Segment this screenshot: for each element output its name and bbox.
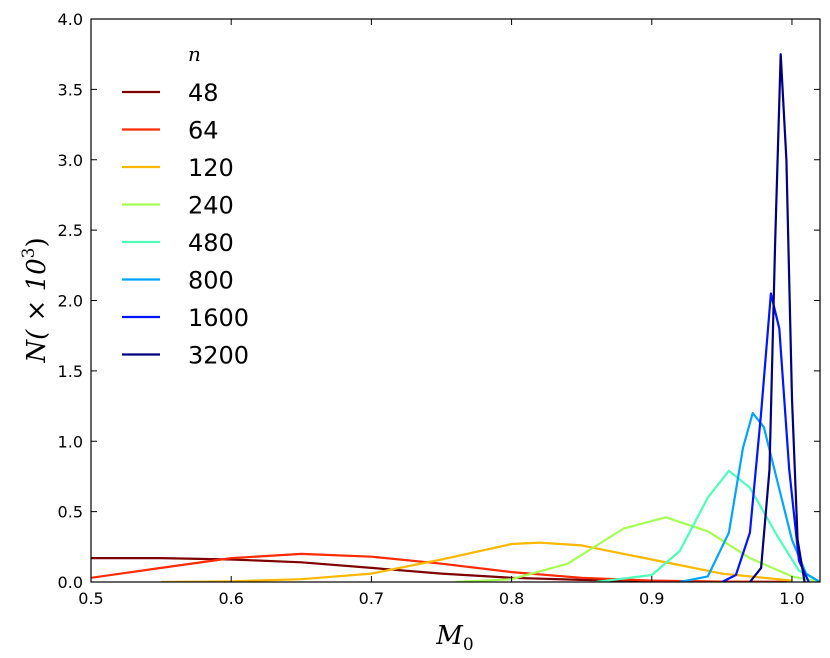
- y-tick-label: 3.5: [58, 80, 83, 99]
- x-tick-label: 0.8: [499, 589, 524, 608]
- legend-label-3200: 3200: [188, 342, 249, 370]
- y-tick-label: 2.5: [58, 221, 83, 240]
- series-line-48: [91, 556, 793, 582]
- series-line-480: [595, 469, 820, 582]
- legend-label-48: 48: [188, 79, 219, 107]
- legend-label-240: 240: [188, 192, 234, 220]
- series-line-120: [161, 541, 793, 582]
- series-line-1600: [721, 292, 810, 582]
- y-tick-label: 0.0: [58, 573, 83, 592]
- series-line-3200: [749, 53, 806, 582]
- x-tick-label: 1.0: [779, 589, 804, 608]
- legend-label-64: 64: [188, 117, 219, 145]
- legend-label-480: 480: [188, 229, 234, 257]
- plot-lines: [91, 53, 820, 582]
- x-tick-label: 0.7: [359, 589, 384, 608]
- legend: n 48 64 120 240 480 800 1600 3200: [122, 42, 249, 370]
- series-line-64: [91, 552, 793, 582]
- legend-label-120: 120: [188, 154, 234, 182]
- legend-label-800: 800: [188, 267, 234, 295]
- y-tick-label: 3.0: [58, 151, 83, 170]
- x-axis-label: M0: [435, 621, 473, 655]
- legend-title: n: [188, 42, 201, 66]
- y-axis-label: N( × 103): [19, 237, 52, 363]
- y-tick-label: 0.5: [58, 503, 83, 522]
- axis-ticks: 0.5 0.6 0.7 0.8 0.9 1.00.00.51.01.52.02.53.03…: [58, 10, 820, 608]
- x-tick-label: 0.5: [78, 589, 103, 608]
- x-tick-label: 0.9: [639, 589, 664, 608]
- x-tick-label: 0.6: [218, 589, 243, 608]
- legend-label-1600: 1600: [188, 304, 249, 332]
- series-line-240: [455, 516, 820, 582]
- y-tick-label: 1.5: [58, 362, 83, 381]
- y-tick-label: 2.0: [58, 292, 83, 311]
- y-tick-label: 1.0: [58, 432, 83, 451]
- y-tick-label: 4.0: [58, 10, 83, 29]
